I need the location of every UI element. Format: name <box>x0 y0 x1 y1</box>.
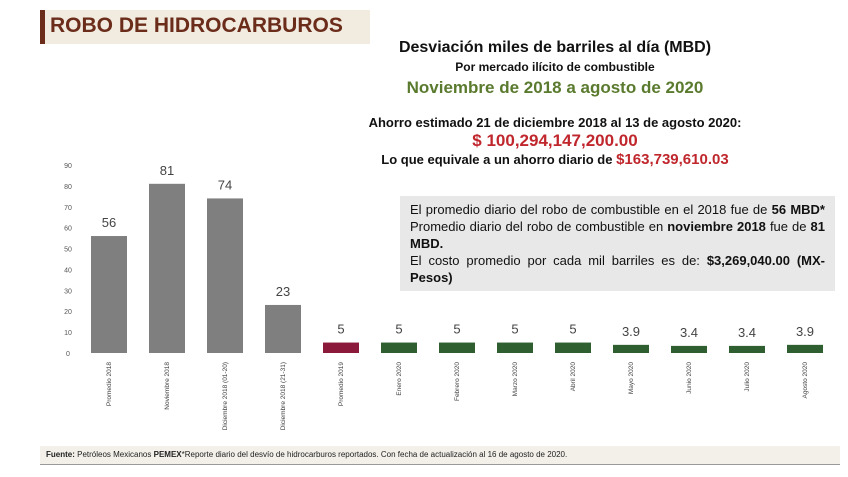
bar <box>497 342 533 353</box>
bar <box>265 304 301 353</box>
bar <box>671 345 707 353</box>
daily-savings: Lo que equivale a un ahorro diario de $1… <box>300 151 810 168</box>
footer-label: Fuente: <box>46 450 75 459</box>
x-tick-label: Agosto 2020 <box>802 362 809 399</box>
y-tick-label: 40 <box>64 267 72 274</box>
value-label: 56 <box>102 215 116 230</box>
value-label: 5 <box>511 322 518 337</box>
bar <box>729 345 765 353</box>
info-bold: 56 MBD* <box>771 202 825 217</box>
info-paragraph: El promedio diario del robo de combustib… <box>410 201 825 252</box>
value-label: 5 <box>337 322 344 337</box>
value-label: 3.4 <box>680 325 698 340</box>
x-tick-label: Febrero 2020 <box>454 362 461 401</box>
y-tick-label: 10 <box>64 330 72 337</box>
slide-title: ROBO DE HIDROCARBUROS <box>50 14 343 37</box>
info-text: El costo promedio por cada mil barriles … <box>410 253 700 268</box>
value-label: 5 <box>569 322 576 337</box>
y-tick-label: 80 <box>64 184 72 191</box>
info-bold: $3,269,040.00 (MX-Pesos) <box>410 253 825 285</box>
x-tick-label: Diciembre 2018 (21-31) <box>280 362 287 430</box>
info-box: El promedio diario del robo de combustib… <box>400 196 835 291</box>
bar <box>555 342 591 353</box>
x-tick-label: Promedio 2019 <box>338 362 345 406</box>
value-label: 3.9 <box>796 324 814 339</box>
period: Noviembre de 2018 a agosto de 2020 <box>406 78 704 97</box>
x-tick-label: Mayo 2020 <box>628 362 635 395</box>
y-tick-label: 60 <box>64 226 72 233</box>
y-tick-label: 70 <box>64 205 72 212</box>
value-label: 5 <box>395 322 402 337</box>
info-paragraph: El costo promedio por cada mil barriles … <box>410 252 825 286</box>
x-tick-label: Promedio 2018 <box>106 362 113 406</box>
bar <box>207 198 243 353</box>
info-text: Promedio diario del robo de combustible … <box>410 219 664 234</box>
x-tick-label: Enero 2020 <box>396 362 403 396</box>
y-tick-label: 90 <box>64 163 72 170</box>
value-label: 23 <box>276 284 290 299</box>
bar <box>381 342 417 353</box>
bar <box>149 183 185 353</box>
bar <box>439 342 475 353</box>
bar <box>787 344 823 353</box>
y-tick-label: 30 <box>64 288 72 295</box>
subheading: Por mercado ilícito de combustible <box>455 60 655 74</box>
value-label: 74 <box>218 177 232 192</box>
bar <box>613 344 649 353</box>
info-bold: 81 MBD. <box>410 219 825 251</box>
footer-text: *Reporte diario del desvío de hidrocarbu… <box>181 450 568 459</box>
y-tick-label: 20 <box>64 309 72 316</box>
x-tick-label: Junio 2020 <box>686 362 693 394</box>
footer-text: Petróleos Mexicanos <box>77 450 152 459</box>
value-label: 3.9 <box>622 324 640 339</box>
x-tick-label: Marzo 2020 <box>512 362 519 397</box>
daily-label: Lo que equivale a un ahorro diario de <box>381 152 613 167</box>
info-text: El promedio diario del robo de combustib… <box>410 202 768 217</box>
y-tick-label: 0 <box>66 351 70 358</box>
footer-bold: PEMEX <box>153 450 182 459</box>
footer: Fuente: Petróleos Mexicanos PEMEX*Report… <box>46 450 567 459</box>
bar <box>323 342 359 353</box>
bar <box>91 236 127 353</box>
x-tick-label: Julio 2020 <box>744 362 751 392</box>
footer-band <box>40 446 840 465</box>
title-band <box>40 10 370 44</box>
daily-amount: $163,739,610.03 <box>616 151 729 168</box>
heading: Desviación miles de barriles al día (MBD… <box>398 39 712 56</box>
savings-label: Ahorro estimado 21 de diciembre 2018 al … <box>368 115 742 130</box>
y-tick-label: 50 <box>64 247 72 254</box>
x-tick-label: Noviembre 2018 <box>164 362 171 410</box>
x-tick-label: Diciembre 2018 (01-20) <box>222 362 229 430</box>
value-label: 5 <box>453 322 460 337</box>
x-tick-label: Abril 2020 <box>570 362 577 392</box>
savings-amount: $ 100,294,147,200.00 <box>472 131 638 150</box>
info-text: fue de <box>769 219 807 234</box>
value-label: 81 <box>160 163 174 178</box>
info-bold: noviembre 2018 <box>667 219 766 234</box>
value-label: 3.4 <box>738 325 756 340</box>
